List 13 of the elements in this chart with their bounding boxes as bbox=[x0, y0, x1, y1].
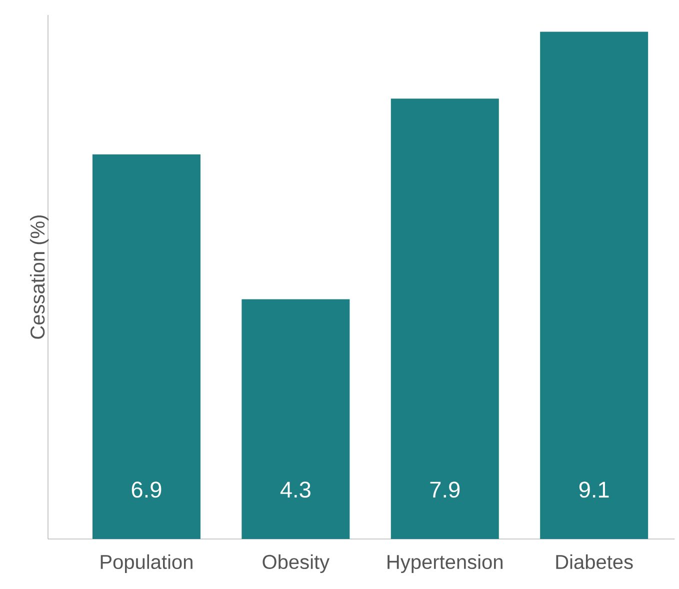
x-tick-label: Obesity bbox=[262, 554, 330, 573]
bar bbox=[242, 299, 350, 539]
bar bbox=[540, 32, 648, 539]
data-label: 9.1 bbox=[579, 482, 609, 498]
bar bbox=[92, 154, 200, 539]
x-tick-label: Diabetes bbox=[556, 554, 633, 570]
data-label: 6.9 bbox=[132, 482, 162, 498]
bar bbox=[390, 98, 499, 539]
data-label: 7.9 bbox=[430, 482, 460, 498]
x-tick-label: Population bbox=[100, 554, 192, 573]
y-axis-title: Cessation (%) bbox=[30, 215, 49, 339]
x-tick-label: Hypertension bbox=[388, 554, 502, 573]
data-label: 4.3 bbox=[280, 482, 310, 498]
